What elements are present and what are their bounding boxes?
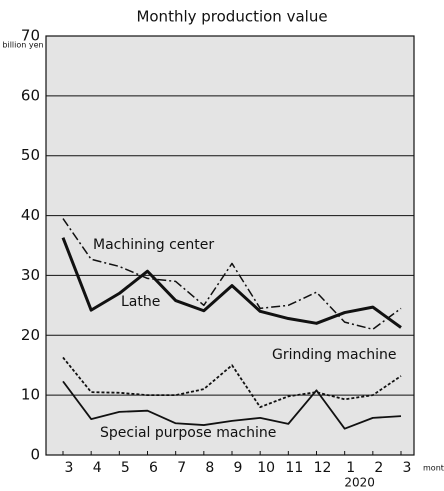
y-tick-label: 20 bbox=[21, 326, 40, 344]
x-tick-label: 12 bbox=[314, 460, 332, 476]
x-tick-label: 2 bbox=[374, 460, 383, 476]
series-line bbox=[62, 356, 402, 409]
x-tick-label: 8 bbox=[205, 460, 214, 476]
plot-area bbox=[45, 35, 415, 456]
series-line bbox=[62, 218, 402, 331]
y-tick-label: 30 bbox=[21, 266, 40, 284]
x-tick-label: 7 bbox=[177, 460, 186, 476]
x-tick-label: 1 bbox=[346, 460, 355, 476]
x-tick-label: 5 bbox=[121, 460, 130, 476]
series-label: Special purpose machine bbox=[100, 425, 276, 441]
x-tick-label: 3 bbox=[65, 460, 74, 476]
y-tick-label: 50 bbox=[21, 146, 40, 164]
x-tick-label: 4 bbox=[93, 460, 102, 476]
year-annotation: 2020 bbox=[344, 476, 375, 490]
y-unit: billion yen bbox=[2, 41, 43, 50]
y-tick-label: 10 bbox=[21, 386, 40, 404]
x-axis-label: mont bbox=[423, 464, 444, 473]
y-tick-label: 0 bbox=[30, 446, 40, 464]
series-label: Machining center bbox=[93, 237, 214, 253]
x-tick-label: 10 bbox=[257, 460, 275, 476]
series-line bbox=[61, 237, 402, 329]
series-label: Lathe bbox=[121, 294, 160, 310]
y-tick-label: 70 bbox=[21, 27, 40, 45]
series-label: Grinding machine bbox=[272, 347, 397, 363]
x-tick-label: 3 bbox=[403, 460, 412, 476]
chart-title: Monthly production value bbox=[136, 8, 327, 26]
x-tick-label: 11 bbox=[285, 460, 303, 476]
series-line bbox=[62, 380, 402, 430]
y-tick-label: 40 bbox=[21, 206, 40, 224]
y-tick-label: 60 bbox=[21, 86, 40, 104]
x-tick-label: 9 bbox=[234, 460, 243, 476]
x-tick-label: 6 bbox=[149, 460, 158, 476]
